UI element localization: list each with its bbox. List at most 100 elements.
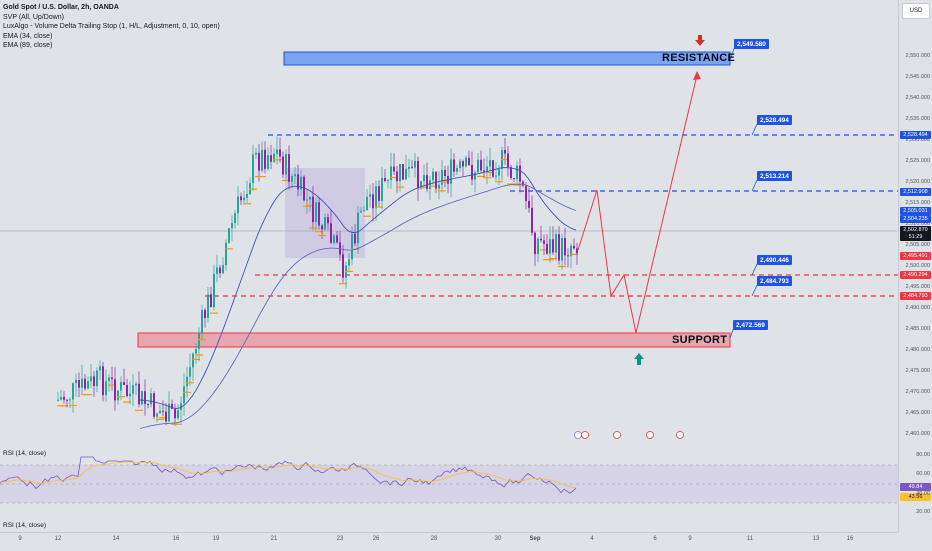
candle-body	[234, 213, 236, 224]
candle-body	[375, 186, 377, 209]
candle-body	[495, 175, 497, 177]
callout-2528[interactable]: 2,528.494	[757, 115, 792, 125]
candle-body	[147, 403, 149, 405]
callout-2472[interactable]: 2,472.569	[733, 320, 768, 330]
candle-body	[87, 381, 89, 389]
candle-body	[534, 232, 536, 255]
candle-body	[528, 200, 530, 208]
candle-body	[288, 154, 290, 182]
candle-body	[471, 165, 473, 180]
rsi-tick-80: 80.00	[916, 452, 930, 458]
price-chart-canvas[interactable]	[0, 0, 898, 442]
rsi-title[interactable]: RSI (14, close)	[3, 450, 46, 457]
price-chart-pane[interactable]: Gold Spot / U.S. Dollar, 2h, OANDA SVP (…	[0, 0, 898, 442]
rsi-line	[0, 456, 577, 494]
candle-body	[303, 176, 305, 201]
candle-body	[555, 234, 557, 253]
candle-body	[435, 171, 437, 189]
candle-body	[291, 176, 293, 182]
currency-button[interactable]: USD	[902, 3, 930, 19]
candle-body	[300, 176, 302, 190]
rsi-canvas[interactable]	[0, 447, 898, 513]
ema-34-line	[139, 167, 577, 410]
candle-body	[522, 181, 524, 186]
candle-body	[162, 410, 164, 412]
time-label: 16	[172, 536, 180, 542]
candle-body	[195, 348, 197, 354]
resistance-zone[interactable]	[283, 51, 731, 66]
rsi-tick-40: 40.00	[916, 491, 930, 497]
projection-path	[577, 74, 698, 334]
rsi-tick-20: 20.00	[916, 509, 930, 515]
candle-body	[312, 196, 314, 223]
candle-body	[78, 380, 80, 388]
candle-body	[348, 259, 350, 266]
candle-body	[171, 403, 173, 409]
time-label: 11	[746, 536, 754, 542]
candle-body	[414, 160, 416, 168]
candle-body	[261, 149, 263, 171]
price-scale-label: 2,512.908	[900, 188, 931, 196]
support-zone[interactable]	[137, 332, 731, 348]
rsi-title-2[interactable]: RSI (14, close)	[3, 522, 46, 529]
candle-body	[549, 239, 551, 254]
candle-body	[405, 168, 407, 180]
candle-body	[387, 179, 389, 182]
candle-body	[390, 166, 392, 180]
rsi-tick-60: 60.00	[916, 471, 930, 477]
price-scale[interactable]: USD 2,550.000 2,545.000 2,540.000 2,535.000…	[898, 0, 932, 532]
candle-body	[381, 177, 383, 202]
candle-body	[258, 152, 260, 171]
candle-body	[114, 379, 116, 401]
price-scale-label: 2,504.235	[900, 215, 931, 223]
time-label: 21	[270, 536, 278, 542]
candle-body	[507, 153, 509, 168]
indicator-ema-34[interactable]: EMA (34, close)	[3, 32, 53, 40]
candle-body	[516, 165, 518, 180]
candle-body	[201, 309, 203, 334]
candle-body	[63, 396, 65, 400]
candle-body	[222, 265, 224, 274]
time-axis[interactable]: 9 12 14 16 19 21 23 26 28 30 Sep 4 6 9 11 13 16	[0, 532, 898, 551]
price-scale-label: 2,528.494	[900, 131, 931, 139]
candle-body	[246, 194, 248, 198]
rsi-value-yellow: 43.56	[900, 493, 931, 501]
candle-body	[489, 160, 491, 167]
rsi-pane[interactable]: RSI (14, close)	[0, 447, 898, 513]
candle-body	[453, 159, 455, 172]
candle-body	[177, 410, 179, 419]
callout-2484[interactable]: 2,484.793	[757, 276, 792, 286]
candle-body	[141, 391, 143, 405]
indicator-svp[interactable]: SVP (All, Up/Down)	[3, 13, 64, 21]
time-label: 4	[590, 536, 594, 542]
candle-body	[570, 245, 572, 257]
price-tick: 2,495.000	[905, 284, 930, 290]
callout-2490[interactable]: 2,490.446	[757, 255, 792, 265]
callout-2549[interactable]: 2,549.580	[734, 39, 769, 49]
candle-body	[417, 160, 419, 189]
indicator-luxalgo[interactable]: LuxAlgo - Volume Delta Trailing Stop (1,…	[3, 23, 220, 30]
candle-body	[354, 233, 356, 244]
candle-body	[255, 152, 257, 155]
candle-body	[519, 165, 521, 182]
symbol-title[interactable]: Gold Spot / U.S. Dollar, 2h, OANDA	[3, 4, 119, 11]
candle-body	[426, 175, 428, 190]
candle-body	[135, 383, 137, 386]
indicator-ema-89[interactable]: EMA (89, close)	[3, 42, 53, 49]
callout-2513[interactable]: 2,513.214	[757, 171, 792, 181]
time-label: 12	[54, 536, 62, 542]
candle-body	[252, 154, 254, 184]
candle-body	[216, 267, 218, 274]
candle-body	[186, 376, 188, 387]
candle-body	[267, 155, 269, 169]
candle-body	[360, 210, 362, 213]
candle-body	[123, 381, 125, 386]
candle-body	[240, 196, 242, 201]
candle-body	[327, 217, 329, 224]
candle-body	[189, 367, 191, 377]
candle-body	[492, 160, 494, 177]
candle-body	[486, 166, 488, 172]
economic-event-icons[interactable]	[574, 431, 684, 439]
time-label: 30	[494, 536, 502, 542]
candle-body	[456, 167, 458, 172]
